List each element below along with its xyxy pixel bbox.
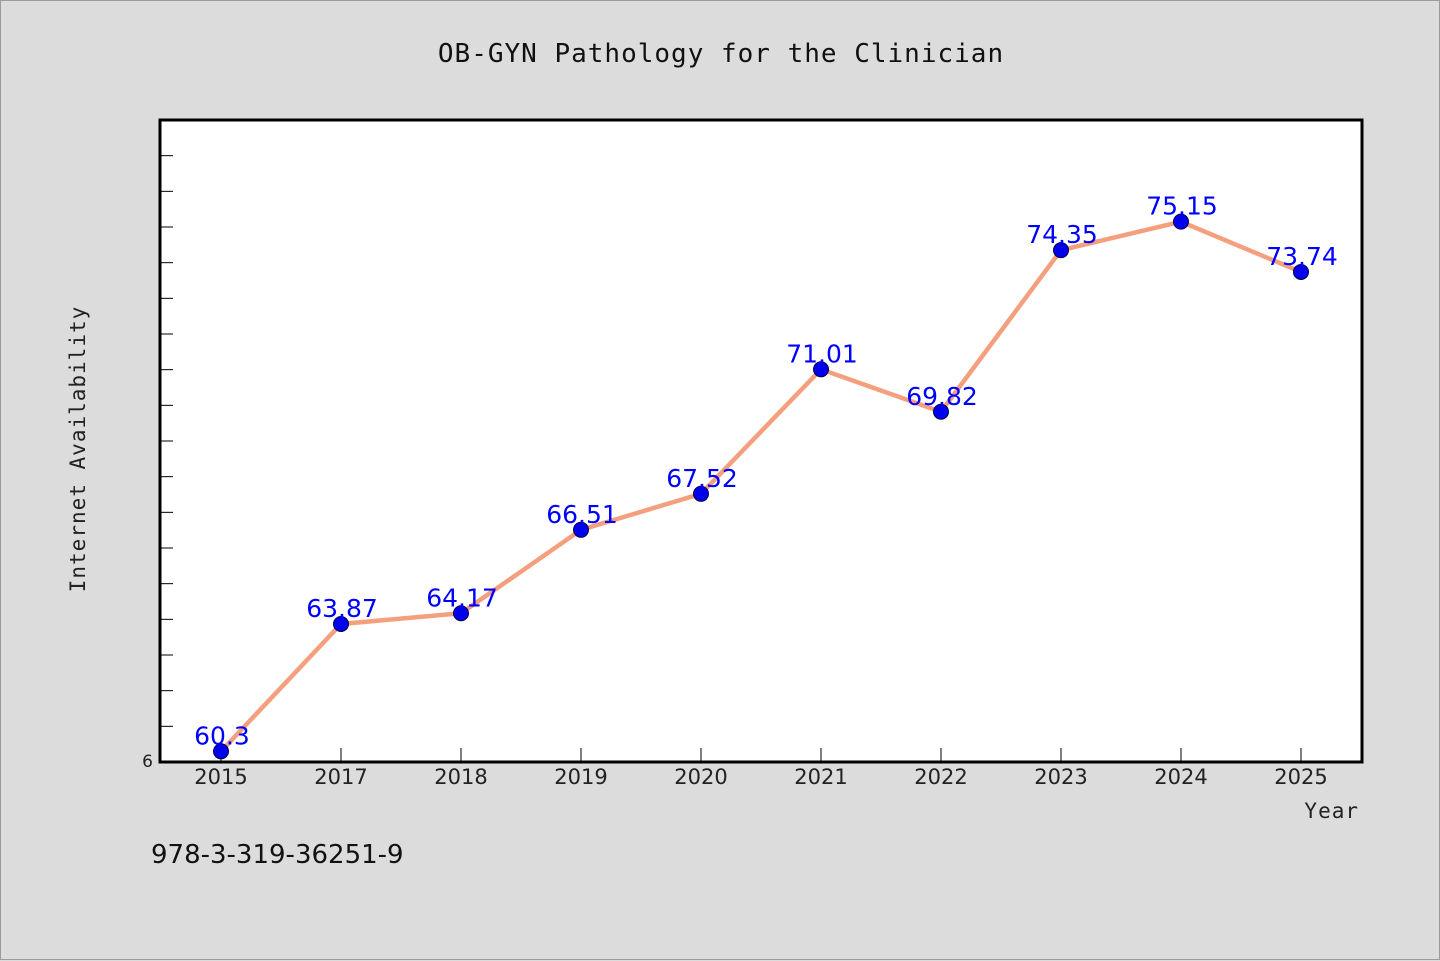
data-label: 64.17 [426,583,498,612]
data-point [813,361,829,378]
x-tick-label: 2018 [434,765,487,789]
footer-isbn: 978-3-319-36251-9 [151,840,404,870]
series-line [218,219,1304,754]
data-point [693,485,709,502]
data-label: 63.87 [306,594,378,623]
data-point [1053,242,1069,259]
data-label: 71.01 [786,339,858,368]
data-point [453,605,469,622]
data-label: 69.82 [906,382,978,411]
x-tick-label: 2019 [554,765,607,789]
x-axis-ticks: 2015 2017 2018 2019 2020 2021 2022 2023 2024 2025 [194,748,1328,789]
x-tick-label: 2023 [1034,765,1087,789]
y-axis-ticks [159,155,173,727]
data-point [1293,263,1309,280]
data-point [933,403,949,420]
data-label: 67.52 [666,464,738,493]
x-tick-label: 2025 [1274,765,1327,789]
chart-title: OB-GYN Pathology for the Clinician [438,39,1004,69]
data-label: 60.3 [194,721,250,750]
x-tick-label: 2022 [914,765,967,789]
x-tick-label: 2017 [314,765,367,789]
x-tick-label: 2021 [794,765,847,789]
x-tick-label: 2015 [194,765,247,789]
data-label: 75.15 [1146,192,1218,221]
data-labels: 60.3 63.87 64.17 66.51 67.52 71.01 69.82 74.35 7… [194,192,1338,751]
data-label: 66.51 [546,500,618,529]
x-tick-label: 2024 [1154,765,1207,789]
data-point [573,521,589,538]
x-tick-label: 2020 [674,765,727,789]
data-label: 73.74 [1266,242,1338,271]
series-markers [213,213,1309,760]
y-tick-label: 6 [142,752,153,772]
data-point [1173,213,1189,230]
data-point [213,743,229,760]
data-point [333,615,349,632]
data-label: 74.35 [1026,220,1098,249]
y-axis-label: Internet Availability [66,306,90,593]
x-axis-label: Year [1304,799,1359,823]
